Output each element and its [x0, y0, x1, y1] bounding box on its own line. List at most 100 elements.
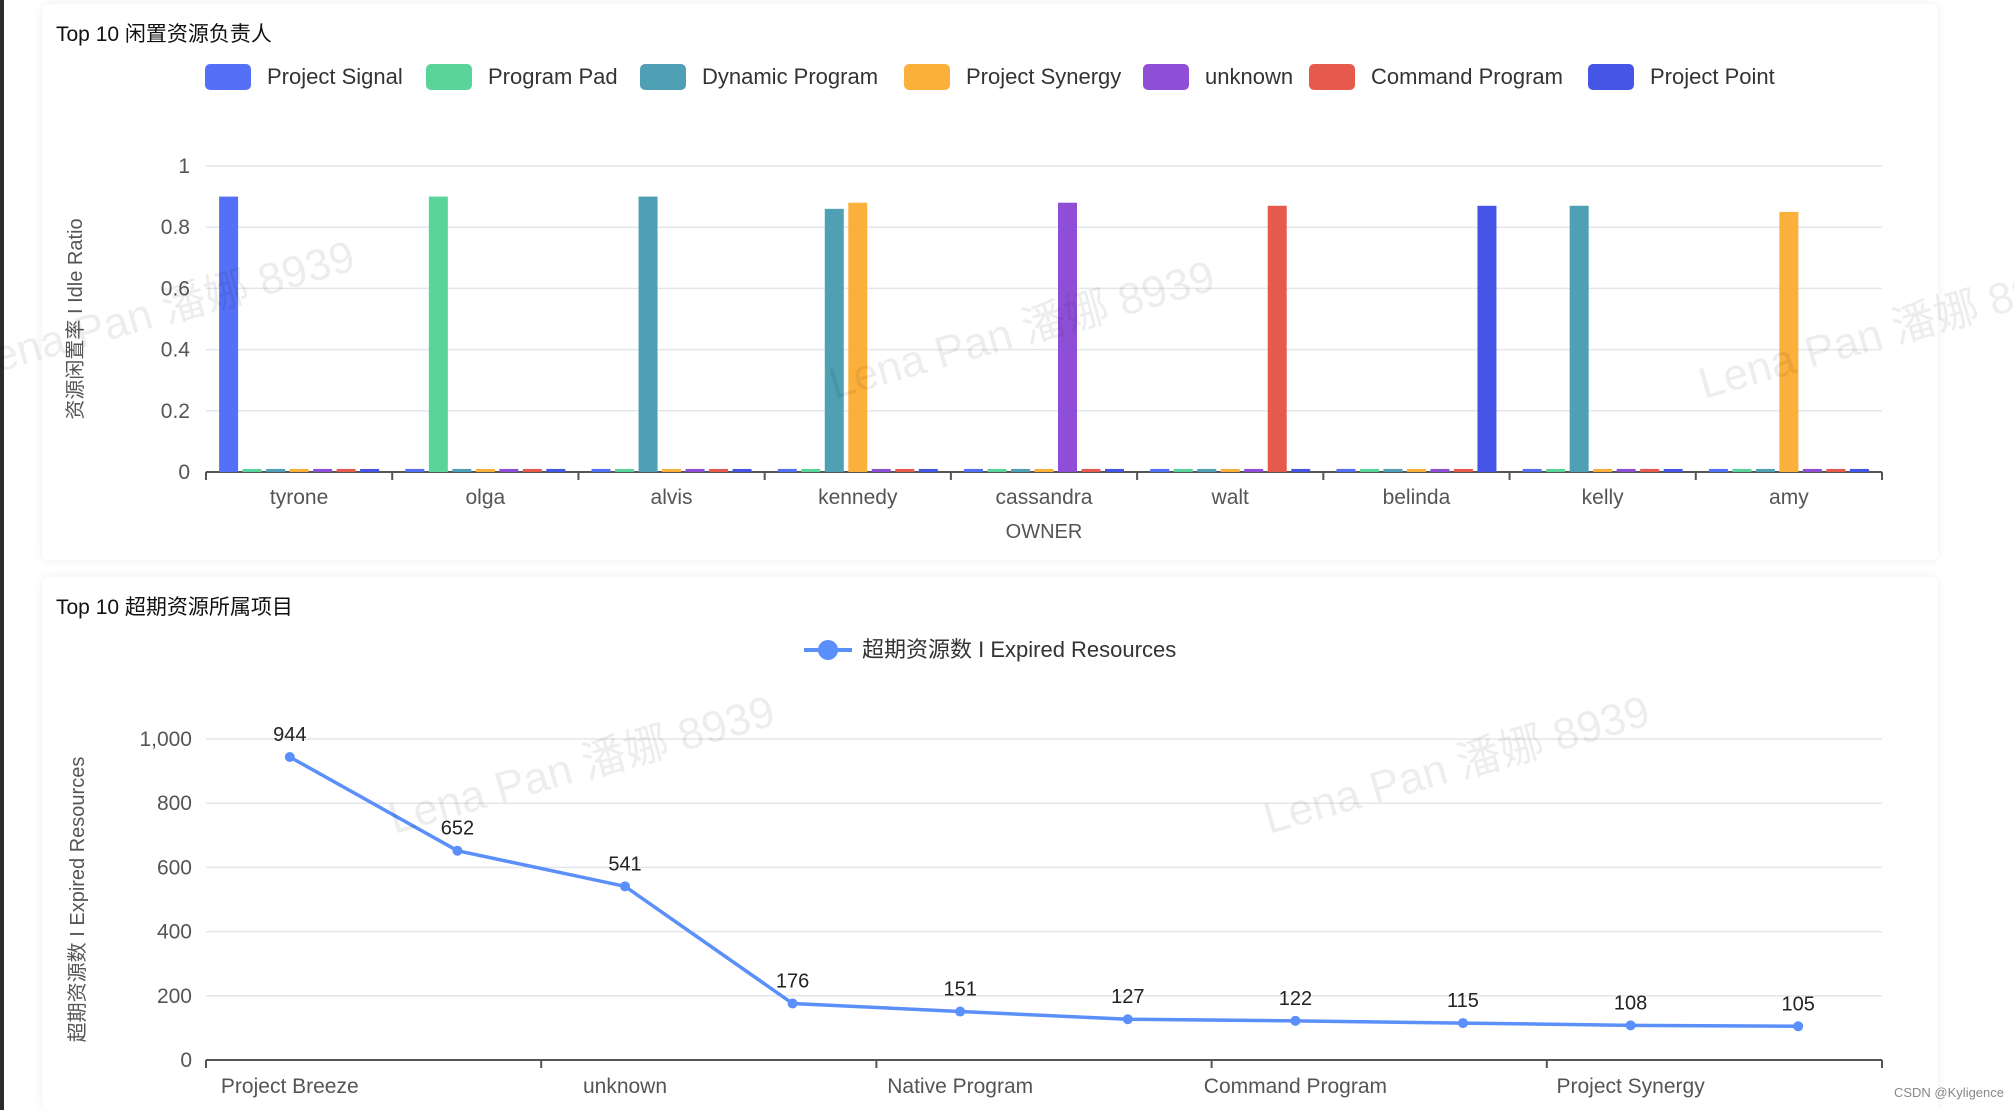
legend-swatch: [1309, 64, 1355, 90]
data-point: [955, 1006, 966, 1017]
bar-command-program: [336, 468, 356, 472]
bar-command-program: [1640, 468, 1660, 472]
bar-project-signal: [1150, 468, 1170, 472]
bar-program-pad: [1732, 468, 1752, 472]
x-tick-label: kennedy: [818, 486, 898, 509]
x-tick-label: amy: [1769, 486, 1809, 509]
data-point: [620, 881, 630, 892]
x-tick-label: tyrone: [270, 486, 328, 509]
bar-dynamic-program: [1383, 468, 1403, 472]
data-point: [1793, 1021, 1804, 1032]
window-edge: [0, 0, 4, 1110]
bar-dynamic-program: [1755, 468, 1775, 472]
bar-project-signal: [405, 468, 425, 472]
legend-label: Project Signal: [267, 64, 403, 89]
bar-unknown: [1430, 468, 1450, 472]
bar-command-program: [895, 468, 915, 472]
bar-dynamic-program: [266, 468, 286, 472]
bar-project-point: [732, 468, 752, 472]
y-tick-label: 800: [157, 792, 192, 815]
bar-command-program: [522, 468, 542, 472]
credit-text: CSDN @Kyligence: [1893, 1085, 2004, 1100]
bar-dynamic-program: [452, 468, 472, 472]
x-tick-label: walt: [1211, 486, 1250, 509]
bar-project-signal: [1336, 468, 1356, 472]
data-point: [1458, 1018, 1468, 1029]
bar-program-pad: [1546, 468, 1566, 472]
bar-project-synergy: [848, 202, 868, 472]
data-point: [1625, 1020, 1636, 1031]
bar-project-point: [546, 468, 566, 472]
bar-project-point: [1663, 468, 1683, 472]
bar-project-synergy: [1779, 211, 1799, 472]
bar-unknown: [1616, 468, 1636, 472]
x-tick-label: Command Program: [1204, 1075, 1387, 1098]
idle-resources-panel: Top 10 闲置资源负责人: [42, 4, 1938, 560]
series-line: [288, 755, 1799, 1029]
bar-program-pad: [242, 468, 262, 472]
x-tick-label: cassandra: [996, 486, 1093, 509]
data-label: 176: [776, 971, 809, 993]
bar-dynamic-program: [1569, 205, 1589, 472]
data-point: [1290, 1015, 1301, 1026]
bar-project-point: [1477, 205, 1497, 472]
expired-resources-panel: Top 10 超期资源所属项目: [42, 577, 1938, 1110]
bar-unknown: [1802, 468, 1822, 472]
bar-dynamic-program: [1197, 468, 1217, 472]
x-tick-label: Native Program: [887, 1075, 1033, 1098]
data-label: 105: [1782, 993, 1815, 1015]
bar-project-synergy: [289, 468, 309, 472]
bar-unknown: [685, 468, 705, 472]
bar-project-signal: [591, 468, 611, 472]
data-label: 151: [944, 979, 977, 1001]
y-tick-label: 0: [178, 461, 190, 484]
legend-label: 超期资源数 I Expired Resources: [862, 637, 1176, 662]
bar-command-program: [709, 468, 729, 472]
x-tick-label: alvis: [651, 486, 693, 509]
bar-command-program: [1826, 468, 1846, 472]
legend-swatch: [1143, 64, 1189, 90]
bar-project-signal: [777, 468, 797, 472]
legend-label: Project Point: [1650, 64, 1775, 89]
y-tick-label: 1,000: [139, 728, 192, 751]
bar-project-signal: [1522, 468, 1542, 472]
data-point: [452, 845, 463, 856]
bar-project-signal: [1708, 468, 1728, 472]
bar-command-program: [1453, 468, 1473, 472]
legend-swatch: [205, 64, 251, 90]
y-axis-title: 超期资源数 I Expired Resources: [66, 757, 89, 1043]
data-label: 944: [273, 724, 306, 746]
y-axis-title: 资源闲置率 I Idle Ratio: [64, 218, 87, 419]
bar-project-signal: [219, 196, 239, 472]
legend-swatch: [640, 64, 686, 90]
expired-chart-title: Top 10 超期资源所属项目: [56, 596, 293, 619]
bar-program-pad: [801, 468, 821, 472]
x-tick-label: unknown: [583, 1075, 667, 1098]
legend-marker: [818, 640, 838, 660]
bar-program-pad: [615, 468, 635, 472]
legend-swatch: [426, 64, 472, 90]
x-tick-label: olga: [465, 486, 505, 509]
bar-project-synergy: [662, 468, 682, 472]
data-label: 541: [608, 853, 641, 875]
data-label: 127: [1111, 986, 1144, 1008]
legend-label: unknown: [1205, 64, 1293, 89]
data-label: 122: [1279, 988, 1312, 1010]
y-tick-label: 0.6: [161, 277, 190, 300]
bar-project-synergy: [1406, 468, 1426, 472]
bar-program-pad: [1359, 468, 1379, 472]
y-tick-label: 200: [157, 985, 192, 1008]
y-tick-label: 0.8: [161, 216, 190, 239]
bar-program-pad: [428, 196, 448, 472]
bar-dynamic-program: [638, 196, 658, 472]
data-label: 115: [1447, 990, 1479, 1012]
data-point: [1122, 1014, 1133, 1025]
bar-unknown: [313, 468, 333, 472]
legend-label: Dynamic Program: [702, 64, 878, 89]
bar-project-point: [360, 468, 380, 472]
data-point: [787, 998, 798, 1009]
data-point: [284, 751, 295, 762]
y-tick-label: 0.4: [161, 339, 191, 362]
data-label: 652: [441, 818, 474, 840]
